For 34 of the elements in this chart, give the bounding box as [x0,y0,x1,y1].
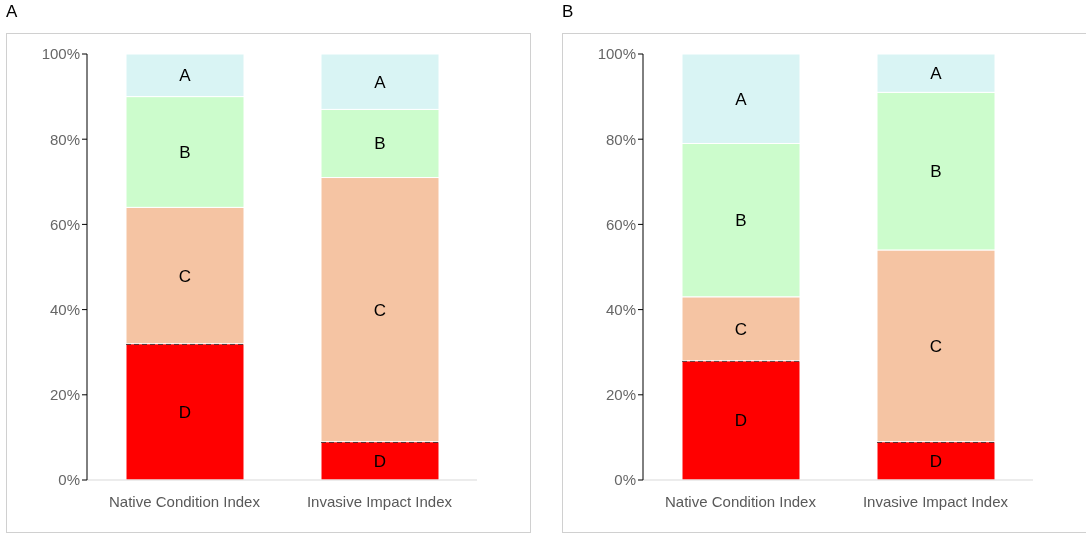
y-tick-label: 0% [614,471,636,489]
text: A [735,89,747,109]
x-tick-label: Invasive Impact Index [862,492,1009,510]
y-tick-label: 100% [41,45,80,63]
y-tick-label: 80% [605,130,636,148]
x-tick-label: Invasive Impact Index [306,492,453,510]
text: B [179,143,191,163]
chart-title: B [562,2,574,22]
series-label: D [929,451,943,471]
text: B [930,162,942,182]
chart-title: A [6,2,18,22]
x-tick-label: Native Condition Index [665,492,817,510]
text: D [734,411,748,431]
text: D [178,402,192,422]
series-label: B [735,211,747,231]
y-tick-label: 20% [605,386,636,404]
x-tick-label: Native Condition Index [109,492,261,510]
y-tick-label: 0% [58,471,80,489]
series-label: B [374,134,386,154]
y-tick-label: 60% [605,215,636,233]
text: C [373,300,387,320]
y-tick-label: 40% [49,300,80,318]
y-tick-label: 60% [49,215,80,233]
series-label: C [734,319,748,339]
series-label: A [930,64,943,84]
y-tick-label: 80% [49,130,80,148]
series-label: C [178,266,192,286]
text: A [374,72,386,92]
y-tick-label: 40% [605,300,636,318]
y-tick-label: 100% [597,45,636,63]
series-label: A [179,66,192,86]
y-tick-label: 20% [49,386,80,404]
series-label: D [373,451,387,471]
text: C [929,336,943,356]
